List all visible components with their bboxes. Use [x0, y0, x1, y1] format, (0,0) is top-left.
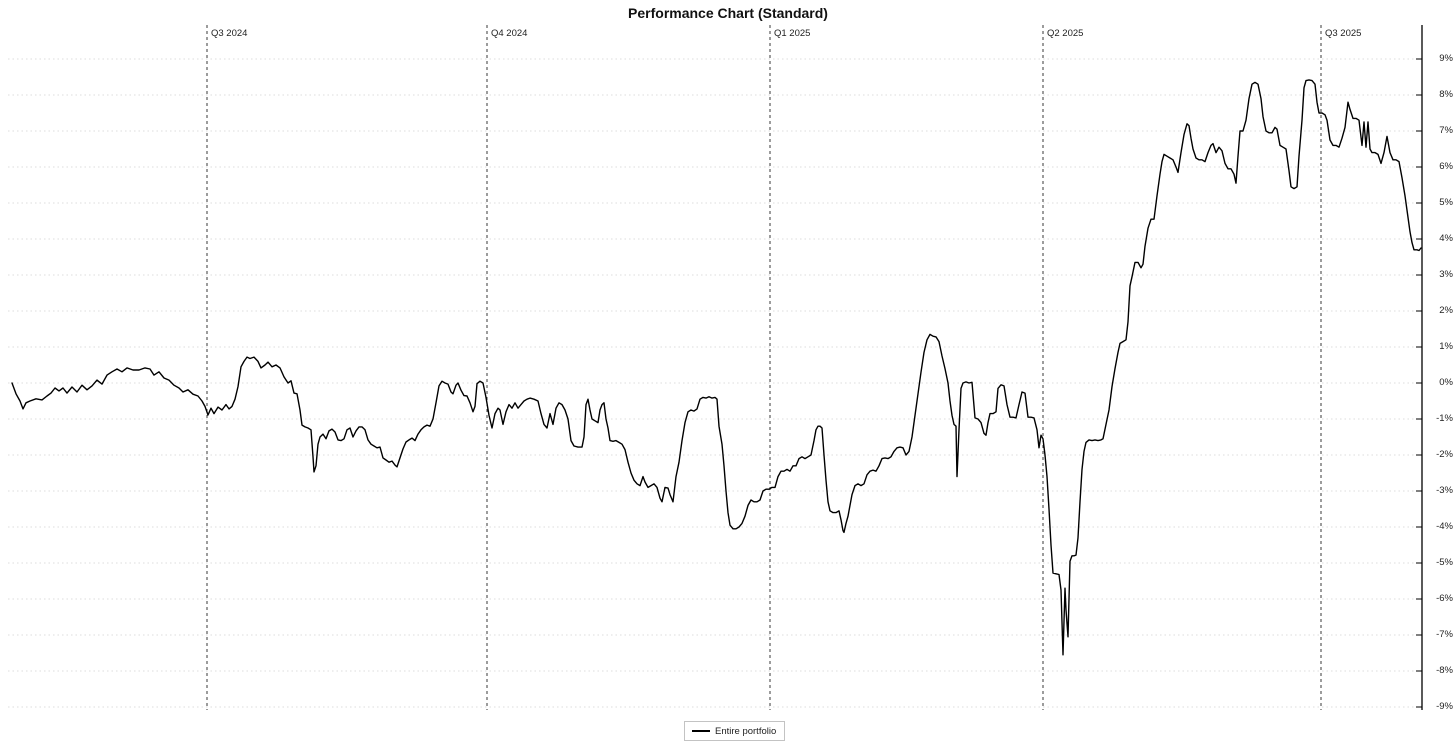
y-axis-label: -1%	[1436, 413, 1453, 424]
y-axis-label: 8%	[1439, 89, 1453, 100]
y-axis-label: -9%	[1436, 701, 1453, 712]
y-axis-label: 1%	[1439, 341, 1453, 352]
y-axis-label: -3%	[1436, 485, 1453, 496]
legend-line-swatch	[692, 730, 710, 732]
x-axis-label: Q4 2024	[491, 28, 528, 39]
series-line-entire-portfolio	[11, 79, 1422, 656]
y-axis-label: -8%	[1436, 665, 1453, 676]
x-axis-label: Q2 2025	[1047, 28, 1084, 39]
y-axis-label: 0%	[1439, 377, 1453, 388]
y-axis-label: 7%	[1439, 125, 1453, 136]
x-axis-label: Q1 2025	[774, 28, 811, 39]
y-axis-label: 2%	[1439, 305, 1453, 316]
y-axis-label: -2%	[1436, 449, 1453, 460]
legend[interactable]: Entire portfolio	[684, 721, 786, 741]
y-axis-label: -4%	[1436, 521, 1453, 532]
chart-title: Performance Chart (Standard)	[628, 5, 828, 21]
y-axis-label: -5%	[1436, 557, 1453, 568]
x-axis-label: Q3 2025	[1325, 28, 1362, 39]
y-axis-label: 3%	[1439, 269, 1453, 280]
y-axis-label: -6%	[1436, 593, 1453, 604]
legend-item-label: Entire portfolio	[715, 725, 777, 737]
y-axis-label: 4%	[1439, 233, 1453, 244]
y-axis-label: 9%	[1439, 53, 1453, 64]
y-axis-label: 5%	[1439, 197, 1453, 208]
y-axis-label: -7%	[1436, 629, 1453, 640]
y-axis-label: 6%	[1439, 161, 1453, 172]
x-axis-label: Q3 2024	[211, 28, 248, 39]
